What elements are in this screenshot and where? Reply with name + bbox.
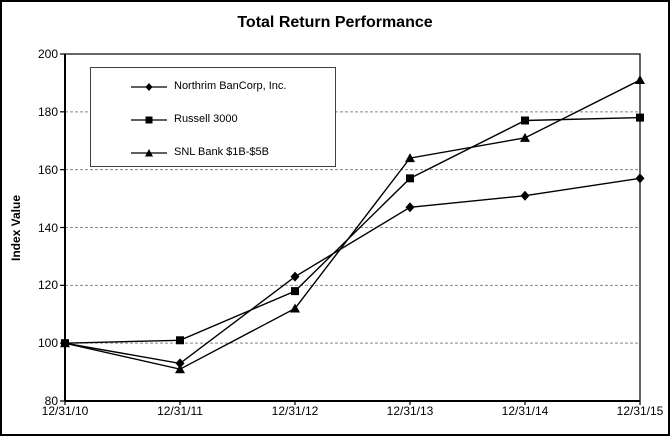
triangle-marker-icon — [131, 146, 167, 158]
y-tick-label: 140 — [37, 220, 58, 235]
legend-box: Northrim BanCorp, Inc. Russell 3000 SNL … — [90, 67, 336, 167]
x-tick-label: 12/31/10 — [41, 404, 89, 418]
legend-label-snl: SNL Bank $1B-$5B — [174, 146, 269, 158]
y-tick-label: 80 — [44, 394, 58, 408]
y-tick-label: 120 — [37, 278, 58, 293]
legend-item-snl: SNL Bank $1B-$5B — [131, 142, 335, 162]
x-tick-label: 12/31/13 — [386, 404, 434, 418]
y-tick-label: 100 — [37, 336, 58, 351]
legend-label-russell: Russell 3000 — [174, 113, 238, 125]
legend-label-northrim: Northrim BanCorp, Inc. — [174, 80, 287, 92]
x-tick-label: 12/31/12 — [271, 404, 319, 418]
square-marker-icon — [131, 113, 167, 125]
legend-item-northrim: Northrim BanCorp, Inc. — [131, 76, 335, 96]
diamond-marker-icon — [131, 80, 167, 92]
legend-item-russell: Russell 3000 — [131, 109, 335, 129]
chart-title: Total Return Performance — [237, 14, 433, 31]
y-tick-label: 160 — [37, 162, 58, 177]
y-tick-label: 200 — [37, 47, 58, 61]
x-tick-label: 12/31/11 — [157, 404, 203, 418]
y-tick-label: 180 — [37, 104, 58, 119]
x-tick-label: 12/31/14 — [501, 404, 549, 418]
x-tick-label: 12/31/15 — [616, 404, 664, 418]
